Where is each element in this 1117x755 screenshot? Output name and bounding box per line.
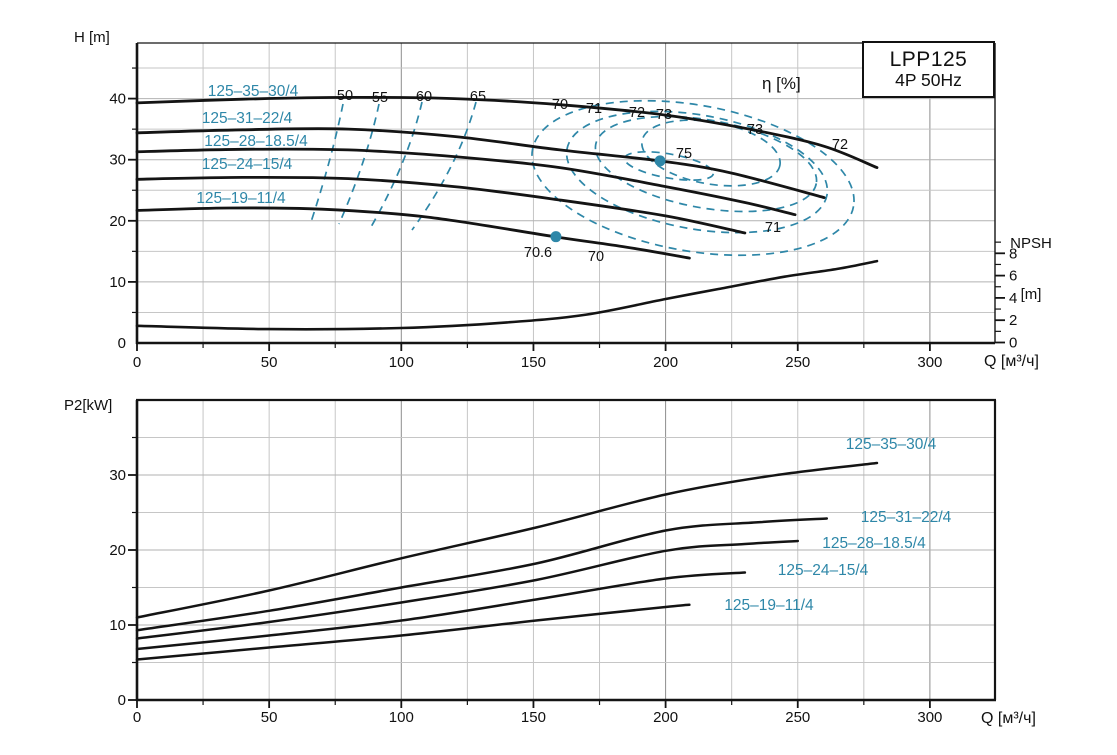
efficiency-value-label: 60: [416, 89, 432, 105]
efficiency-value-label: 71: [765, 220, 781, 236]
efficiency-contour-arc: [370, 101, 423, 228]
x-tick-label: 150: [521, 354, 546, 371]
x-tick-label: 150: [521, 709, 546, 726]
power-curve: [135, 461, 879, 619]
bottom-y-axis-title: P2[kW]: [64, 397, 113, 414]
y-tick-label: 30: [109, 467, 126, 484]
x-tick-label: 200: [653, 354, 678, 371]
curve-label: 125–35–30/4: [208, 83, 299, 100]
top-chart: 0 50 100 150 200 250 300 0 10 20 30 40 0 2 4 6 8 125–35–3…: [109, 42, 1017, 371]
head-curve: [135, 127, 826, 199]
bottom-frame: [128, 398, 997, 708]
efficiency-value-label: 50: [337, 88, 353, 104]
curve-label: 125–31–22/4: [861, 509, 952, 526]
efficiency-value-label: 70.6: [524, 245, 552, 261]
efficiency-value-label: 75: [676, 146, 692, 162]
head-curve: [135, 175, 747, 235]
x-tick-label: 300: [917, 354, 942, 371]
curve-label: 125–24–15/4: [778, 562, 869, 579]
y-tick-label: 40: [109, 91, 126, 108]
best-efficiency-point: [550, 231, 562, 243]
bottom-tick-labels: 0 50 100 150 200 250 300 0 10 20 30: [109, 467, 942, 726]
curve-label: 125–19–11/4: [196, 190, 286, 207]
x-tick-label: 50: [261, 354, 278, 371]
model-title-box: LPP125 4P 50Hz: [862, 41, 995, 98]
model-poles-frequency: 4P 50Hz: [895, 70, 962, 91]
npsh-tick-label: 4: [1009, 290, 1017, 307]
npsh-title-line1: NPSH: [1010, 235, 1052, 252]
npsh-curve: [135, 259, 879, 331]
y-tick-label: 0: [118, 692, 126, 709]
y-tick-label: 10: [109, 274, 126, 291]
curve-label: 125–35–30/4: [846, 436, 937, 453]
efficiency-value-label: 70: [552, 97, 568, 113]
power-curve: [135, 571, 747, 651]
y-tick-label: 20: [109, 542, 126, 559]
power-curve: [135, 603, 691, 661]
efficiency-contour-arc: [338, 103, 380, 225]
power-curve: [135, 539, 800, 640]
efficiency-value-label: 72: [832, 137, 848, 153]
curve-label: 125–28–18.5/4: [822, 535, 926, 552]
y-tick-label: 20: [109, 213, 126, 230]
efficiency-value-label: 73: [747, 122, 763, 138]
npsh-axis-title: NPSH [m]: [1001, 201, 1061, 337]
x-tick-label: 50: [261, 709, 278, 726]
npsh-title-line2: [m]: [1020, 286, 1042, 303]
head-curve: [135, 206, 691, 260]
bottom-curve-labels: 125–35–30/4 125–31–22/4 125–28–18.5/4 125–2…: [724, 436, 951, 614]
x-tick-label: 300: [917, 709, 942, 726]
efficiency-labels: 50 55 60 65 70 71 72 73 73 72 75 71 70 70.6: [337, 88, 848, 265]
bottom-x-axis-title: Q [м³/ч]: [981, 710, 1036, 727]
curve-label: 125–31–22/4: [202, 110, 293, 127]
head-curve: [135, 147, 797, 217]
npsh-tick-label: 6: [1009, 268, 1017, 285]
model-series-name: LPP125: [889, 47, 968, 71]
power-curve: [135, 517, 829, 632]
top-tick-labels: 0 50 100 150 200 250 300 0 10 20 30 40 0 2 4 6 8: [109, 91, 1017, 371]
curve-label: 125–19–11/4: [724, 597, 814, 614]
x-tick-label: 250: [785, 354, 810, 371]
bottom-chart: 0 50 100 150 200 250 3000102030125–35–30/4125–…: [109, 398, 997, 726]
y-tick-label: 30: [109, 152, 126, 169]
x-tick-label: 100: [389, 354, 414, 371]
efficiency-value-label: 71: [586, 101, 602, 117]
efficiency-value-label: 55: [372, 90, 388, 106]
efficiency-value-label: 73: [656, 107, 672, 123]
efficiency-value-label: 72: [629, 105, 645, 121]
x-tick-label: 0: [133, 709, 141, 726]
efficiency-contour-arc: [310, 103, 344, 223]
head-curve: [135, 95, 879, 169]
y-tick-label: 10: [109, 617, 126, 634]
npsh-tick-label: 8: [1009, 245, 1017, 262]
top-x-axis-title: Q [м³/ч]: [984, 353, 1039, 370]
top-curve-labels: 125–35–30/4 125–31–22/4 125–28–18.5/4 125–2…: [196, 83, 308, 207]
x-tick-label: 0: [133, 354, 141, 371]
efficiency-axis-title: η [%]: [762, 74, 801, 93]
head-curves: [135, 95, 879, 260]
x-tick-label: 250: [785, 709, 810, 726]
curve-label: 125–24–15/4: [202, 156, 293, 173]
efficiency-contour-arc: [411, 101, 477, 231]
npsh-tick-label: 2: [1009, 312, 1017, 329]
npsh-tick-label: 0: [1009, 335, 1017, 352]
y-tick-label: 0: [118, 335, 126, 352]
top-y-axis-title: H [m]: [74, 29, 110, 46]
best-efficiency-point: [654, 155, 666, 167]
x-tick-label: 200: [653, 709, 678, 726]
x-tick-label: 100: [389, 709, 414, 726]
efficiency-contours: [310, 99, 855, 257]
efficiency-contour-loop: [531, 99, 855, 257]
top-frame: [128, 42, 1005, 351]
efficiency-contour-loop: [641, 119, 781, 187]
efficiency-value-label: 65: [470, 89, 486, 105]
efficiency-contour-loop: [565, 110, 829, 234]
power-curves: [135, 461, 879, 661]
efficiency-value-label: 70: [588, 249, 604, 265]
curve-label: 125–28–18.5/4: [204, 133, 308, 150]
